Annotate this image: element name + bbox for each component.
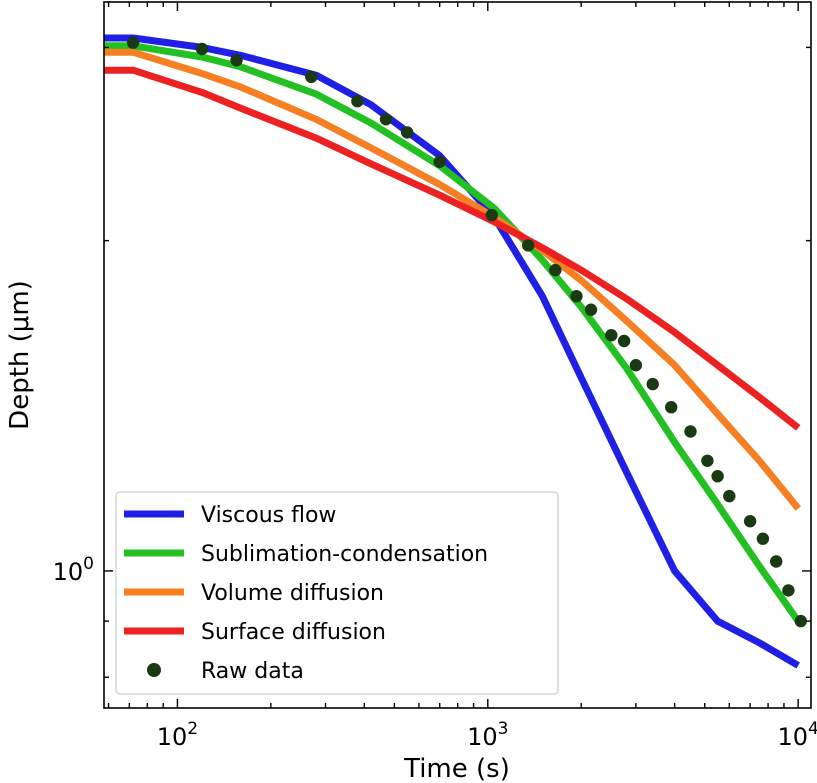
legend-label-3: Surface diffusion — [201, 620, 386, 645]
legend-swatch-4 — [147, 663, 161, 677]
raw-data-point — [605, 329, 618, 342]
raw-data-point — [433, 155, 446, 168]
raw-data-point — [570, 290, 583, 303]
series-line-1 — [104, 42, 802, 624]
legend: Viscous flow Sublimation-condensation Volu… — [115, 491, 559, 695]
raw-data-point — [549, 263, 562, 277]
raw-data-point — [230, 54, 243, 67]
raw-data-point — [195, 42, 209, 56]
legend-label-0: Viscous flow — [201, 503, 336, 528]
raw-data-point — [522, 239, 535, 252]
raw-data-point — [701, 454, 714, 467]
raw-data-point — [743, 515, 757, 528]
legend-box — [115, 491, 559, 695]
scatter-layer — [126, 36, 807, 628]
raw-data-point — [379, 113, 393, 126]
raw-data-point — [485, 208, 498, 222]
series-line-2 — [104, 48, 801, 511]
legend-label-1: Sublimation-condensation — [201, 542, 488, 567]
raw-data-point — [351, 95, 364, 108]
raw-data-point — [665, 401, 678, 414]
x-tick-label: 102 — [157, 719, 198, 751]
raw-data-point — [305, 70, 318, 84]
x-tick-label: 104 — [778, 719, 817, 751]
raw-data-point — [723, 489, 736, 503]
raw-data-point — [711, 470, 724, 483]
raw-data-point — [629, 359, 643, 372]
tick-layer: 102 103 104 100 — [53, 2, 817, 751]
raw-data-point — [794, 614, 807, 628]
raw-data-point — [756, 532, 770, 545]
raw-data-point — [646, 377, 659, 391]
raw-data-point — [684, 425, 697, 438]
legend-label-2: Volume diffusion — [201, 581, 384, 606]
y-tick-label: 100 — [53, 554, 94, 586]
raw-data-point — [770, 555, 783, 568]
raw-data-point — [782, 584, 795, 597]
x-tick-label: 103 — [467, 719, 508, 751]
series-line-3 — [104, 66, 801, 431]
legend-label-4: Raw data — [201, 659, 304, 684]
raw-data-point — [617, 334, 631, 348]
raw-data-point — [584, 303, 598, 316]
x-axis-label: Time (s) — [403, 754, 510, 783]
raw-data-point — [401, 126, 414, 139]
y-axis-label: Depth (μm) — [5, 280, 35, 430]
raw-data-point — [126, 36, 140, 49]
